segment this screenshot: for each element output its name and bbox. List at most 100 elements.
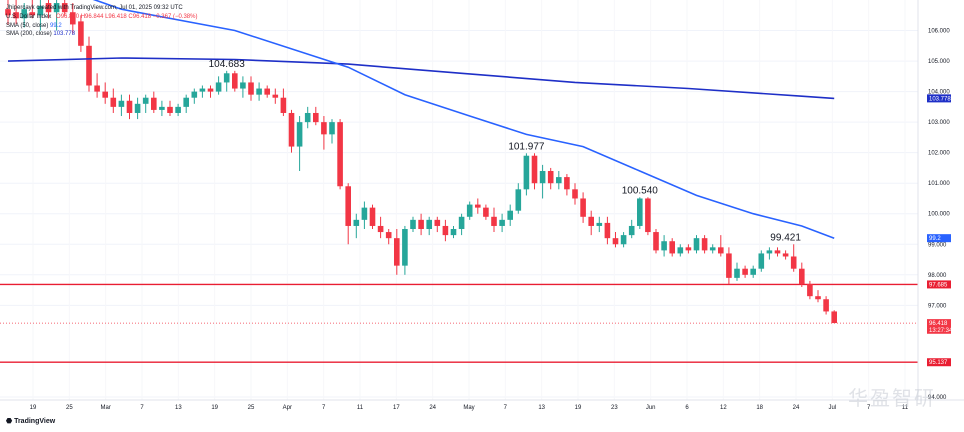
- candle-body: [232, 73, 238, 89]
- candle-body: [70, 12, 76, 25]
- candle-body: [402, 229, 408, 266]
- candle-body: [434, 219, 441, 226]
- candle-body: [264, 88, 270, 95]
- price-label-bg: [927, 280, 951, 289]
- candle-body: [580, 198, 586, 217]
- candle-body: [29, 12, 36, 16]
- symbol-row: U.S. Dollar Index O96.800 H96.844 L96.41…: [6, 14, 200, 21]
- sma200-value: 103.778: [53, 31, 76, 37]
- candle-body: [159, 106, 165, 110]
- candle-body: [337, 122, 343, 187]
- candle-body: [167, 106, 173, 113]
- candle-body: [199, 88, 206, 92]
- candle-body: [21, 9, 27, 19]
- logo-icon: ⬣: [6, 418, 15, 425]
- candle-body: [288, 112, 295, 147]
- candle-body: [191, 91, 198, 98]
- candle-body: [385, 232, 392, 239]
- candle-body: [78, 21, 84, 46]
- y-tick-label: 104.000: [928, 90, 950, 96]
- candle-body: [296, 122, 303, 147]
- candle-body: [37, 6, 44, 16]
- candles: [5, 0, 837, 324]
- candle-body: [321, 122, 327, 135]
- price-label: 96.418: [929, 321, 948, 327]
- candle-body: [572, 189, 578, 199]
- time-axis[interactable]: 19 25 Mar 7 13 19 25 Apr 7 11 17 24 May 7 13 19 23 Jun 6 12…: [0, 399, 964, 411]
- y-tick-label: 94.000: [928, 395, 947, 401]
- candle-body: [134, 103, 141, 113]
- price-label-bg: [927, 319, 951, 328]
- candle-body: [782, 253, 789, 257]
- candle-body: [596, 222, 603, 226]
- candle-body: [799, 268, 805, 284]
- candle-body: [450, 229, 457, 236]
- x-tick-label: 7: [867, 405, 871, 411]
- candle-body: [628, 225, 635, 236]
- candle-body: [126, 100, 133, 113]
- candle-body: [815, 296, 821, 300]
- y-tick-label: 98.000: [928, 273, 947, 279]
- grid: [0, 30, 918, 398]
- candle-body: [726, 253, 732, 278]
- candle-body: [183, 97, 189, 107]
- x-tick-label: May: [463, 405, 474, 411]
- sma50-legend[interactable]: SMA (50, close) 99.2: [6, 23, 62, 30]
- price-axis[interactable]: 94.000 97.000 98.000 99.000 100.000 101.000 10…: [917, 0, 953, 401]
- x-tick-label: 24: [793, 405, 800, 411]
- candle-body: [240, 82, 246, 89]
- y-tick-label: 103.000: [928, 120, 950, 126]
- candle-body: [742, 268, 748, 275]
- y-tick-label: 106.000: [928, 29, 950, 35]
- candle-body: [223, 73, 230, 83]
- candle-body: [426, 219, 432, 230]
- peak-labels: 104.683 101.977 100.540 99.421: [209, 59, 802, 243]
- candle-body: [345, 186, 351, 226]
- price-label: 97.685: [929, 282, 948, 288]
- candle-body: [86, 45, 92, 86]
- price-label: 95.137: [929, 360, 948, 366]
- candle-body: [13, 12, 19, 19]
- candle-body: [669, 241, 675, 254]
- candle-body: [718, 247, 724, 254]
- candle-body: [499, 219, 505, 226]
- price-label: 99.2: [929, 236, 941, 242]
- x-tick-label: 7: [140, 405, 144, 411]
- x-tick-label: 6: [685, 405, 689, 411]
- candle-body: [142, 97, 149, 104]
- candle-body: [377, 225, 384, 233]
- candle-body: [547, 170, 554, 184]
- candle-body: [215, 82, 222, 92]
- y-tick-label: 97.000: [928, 303, 947, 309]
- candle-body: [458, 216, 465, 230]
- symbol-name[interactable]: U.S. Dollar Index: [6, 14, 52, 20]
- candle-body: [466, 204, 473, 217]
- sma200-legend[interactable]: SMA (200, close) 103.778: [6, 31, 75, 38]
- candle-body: [564, 177, 570, 190]
- candle-body: [661, 241, 667, 251]
- x-tick-label: Jul: [828, 405, 836, 411]
- moving-averages: [7, 0, 835, 239]
- candle-body: [774, 250, 781, 254]
- price-label: 13:27:34: [929, 328, 953, 334]
- peak-label: 104.683: [209, 59, 246, 70]
- candle-body: [515, 189, 522, 211]
- candle-body: [329, 122, 335, 135]
- candle-body: [677, 247, 684, 254]
- x-tick-label: 7: [322, 405, 326, 411]
- candle-body: [604, 222, 611, 239]
- x-tick-label: 13: [538, 405, 545, 411]
- x-tick-label: 17: [393, 405, 400, 411]
- y-tick-label: 105.000: [928, 59, 950, 65]
- candle-body: [175, 106, 181, 113]
- candle-body: [442, 225, 449, 236]
- x-tick-label: 13: [175, 405, 182, 411]
- x-tick-label: Mar: [100, 405, 110, 411]
- x-tick-label: 18: [756, 405, 763, 411]
- candle-body: [653, 232, 659, 251]
- candle-body: [556, 177, 562, 184]
- tradingview-logo[interactable]: ⬣ TradingView: [6, 417, 55, 425]
- candle-body: [693, 238, 700, 251]
- logo-text: TradingView: [14, 418, 56, 425]
